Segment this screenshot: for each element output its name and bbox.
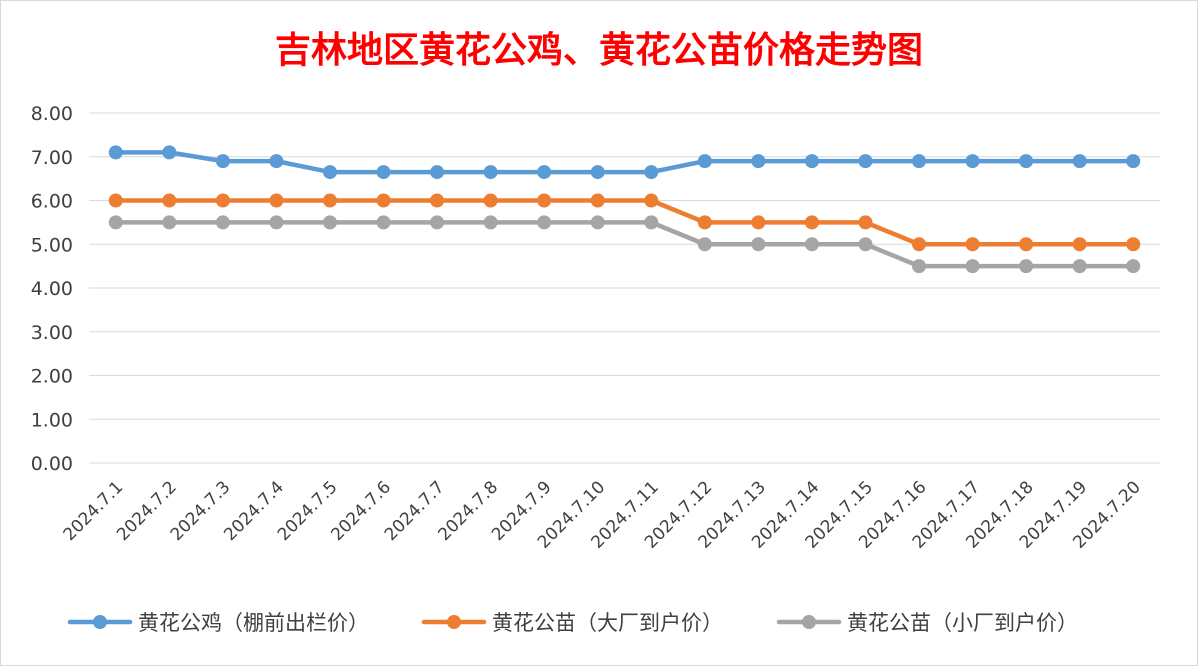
legend-marker [447,615,461,629]
data-point [965,237,980,252]
y-tick-label: 6.00 [31,191,73,213]
data-point [376,215,391,230]
data-point [483,193,498,208]
legend-item[interactable]: 黄花公鸡（棚前出栏价） [67,611,369,635]
data-point [1019,259,1034,274]
data-point [269,193,284,208]
legend-item[interactable]: 黄花公苗（小厂到户价） [776,611,1078,635]
data-point [1126,154,1141,169]
series-lines [108,145,1141,274]
data-point [269,215,284,230]
data-point [1019,237,1034,252]
data-point [697,154,712,169]
legend[interactable]: 黄花公鸡（棚前出栏价） 黄花公苗（大厂到户价） 黄花公苗（小厂到户价） [67,611,1078,635]
data-point [108,193,123,208]
data-point [590,193,605,208]
y-tick-label: 7.00 [31,147,73,169]
legend-label: 黄花公鸡（棚前出栏价） [138,611,369,635]
data-point [322,215,337,230]
data-point [644,165,659,180]
data-point [322,193,337,208]
data-point [697,237,712,252]
data-point [483,165,498,180]
legend-label: 黄花公苗（大厂到户价） [492,611,723,635]
x-axis-ticks: 2024.7.12024.7.22024.7.32024.7.42024.7.5… [60,477,1145,552]
y-tick-label: 2.00 [31,366,73,388]
series-1 [108,145,1141,180]
data-point [376,193,391,208]
data-point [430,193,445,208]
data-point [322,165,337,180]
data-point [804,154,819,169]
legend-label: 黄花公苗（小厂到户价） [847,611,1078,635]
data-point [162,215,177,230]
data-point [858,215,873,230]
data-point [162,193,177,208]
y-tick-label: 8.00 [31,103,73,125]
data-point [804,215,819,230]
data-point [108,215,123,230]
data-point [912,259,927,274]
data-point [590,165,605,180]
data-point [1019,154,1034,169]
data-point [1072,237,1087,252]
data-point [858,154,873,169]
data-point [644,215,659,230]
data-point [965,154,980,169]
grid-lines [89,112,1160,464]
legend-item[interactable]: 黄花公苗（大厂到户价） [421,611,723,635]
data-point [537,215,552,230]
y-tick-label: 1.00 [31,409,73,431]
data-point [108,145,123,160]
data-point [430,215,445,230]
data-point [858,237,873,252]
legend-marker [93,615,107,629]
data-point [965,259,980,274]
series-line [113,150,1136,175]
data-point [269,154,284,169]
data-point [1126,237,1141,252]
series-2 [108,193,1141,252]
y-tick-label: 5.00 [31,234,73,256]
data-point [644,193,659,208]
data-point [537,193,552,208]
data-point [697,215,712,230]
data-point [751,237,766,252]
y-tick-label: 4.00 [31,278,73,300]
data-point [751,154,766,169]
data-point [912,237,927,252]
data-point [215,154,230,169]
data-point [483,215,498,230]
data-point [215,215,230,230]
data-point [590,215,605,230]
data-point [162,145,177,160]
y-tick-label: 3.00 [31,322,73,344]
data-point [1072,259,1087,274]
legend-marker [802,615,816,629]
chart-title: 吉林地区黄花公鸡、黄花公苗价格走势图 [275,29,923,71]
data-point [430,165,445,180]
data-point [1072,154,1087,169]
data-point [537,165,552,180]
series-3 [108,215,1141,274]
y-tick-label: 0.00 [31,453,73,475]
data-point [751,215,766,230]
data-point [804,237,819,252]
data-point [1126,259,1141,274]
y-axis-ticks: 0.00 1.00 2.00 3.00 4.00 5.00 6.00 7.00 8.00 [31,103,73,475]
data-point [215,193,230,208]
series-line [113,220,1136,269]
data-point [912,154,927,169]
data-point [376,165,391,180]
series-line [113,198,1136,247]
